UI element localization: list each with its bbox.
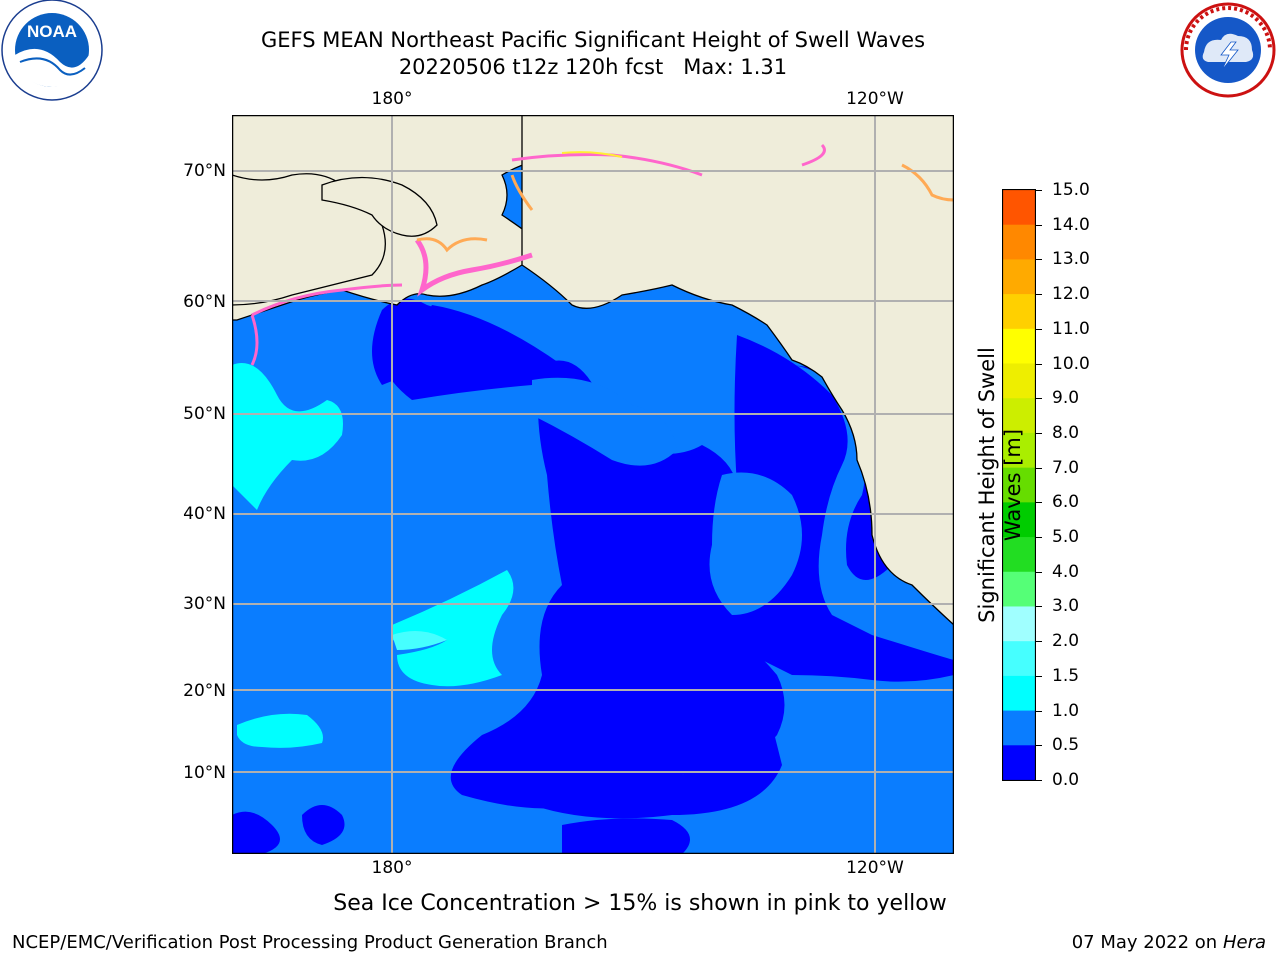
colorbar-band xyxy=(1003,294,1035,330)
colorbar-band xyxy=(1003,432,1035,469)
colorbar-tick-mark xyxy=(1036,224,1042,226)
swell-high-region-southwest xyxy=(237,713,323,748)
colorbar-tick-mark xyxy=(1036,537,1042,539)
colorbar-tick-label: 9.0 xyxy=(1052,388,1080,409)
swell-high-region-small xyxy=(392,631,447,650)
swell-high-region-west xyxy=(232,363,343,510)
colorbar-tick-label: 6.0 xyxy=(1052,492,1080,513)
colorbar-band xyxy=(1003,190,1035,226)
footer-date-text: 07 May 2022 on xyxy=(1071,932,1218,953)
colorbar-tick-mark xyxy=(1036,190,1042,191)
lat-label-60n: 60°N xyxy=(183,292,226,312)
colorbar-band xyxy=(1003,571,1035,607)
lon-label-top-180: 180° xyxy=(371,89,413,109)
lat-label-70n: 70°N xyxy=(183,161,226,181)
colorbar-tick-mark xyxy=(1036,606,1042,608)
canada-land xyxy=(521,115,954,626)
colorbar-tick-mark xyxy=(1036,675,1042,677)
lat-label-20n: 20°N xyxy=(183,681,226,701)
colorbar-tick-mark xyxy=(1036,571,1042,573)
colorbar-band xyxy=(1003,467,1035,503)
lon-label-bottom-180: 180° xyxy=(371,858,413,878)
colorbar-tick-label: 7.0 xyxy=(1052,457,1080,478)
colorbar-tick-mark xyxy=(1036,745,1042,747)
colorbar-band xyxy=(1003,641,1035,677)
lat-label-10n: 10°N xyxy=(183,763,226,783)
swell-mid-region-east xyxy=(709,472,802,615)
lon-label-bottom-120w: 120°W xyxy=(846,858,904,878)
swell-low-region-central xyxy=(450,360,785,809)
colorbar-tick-label: 8.0 xyxy=(1052,422,1080,443)
colorbar-tick-label: 10.0 xyxy=(1052,353,1090,374)
colorbar-band xyxy=(1003,328,1035,365)
colorbar-tick-mark xyxy=(1036,398,1042,400)
colorbar-band xyxy=(1003,745,1035,781)
colorbar-band xyxy=(1003,606,1035,642)
lat-label-50n: 50°N xyxy=(183,404,226,424)
sea-ice-note: Sea Ice Concentration > 15% is shown in … xyxy=(333,891,947,916)
colorbar-tick-label: 1.5 xyxy=(1052,665,1080,686)
colorbar-tick-label: 2.0 xyxy=(1052,631,1080,652)
chart-title-line1: GEFS MEAN Northeast Pacific Significant … xyxy=(260,28,926,52)
footer-date: 07 May 2022 on Hera xyxy=(1072,931,1266,955)
swell-low-region-bering xyxy=(372,298,502,385)
swell-low-region-south xyxy=(562,818,690,854)
colorbar xyxy=(1002,189,1036,781)
colorbar-band xyxy=(1003,363,1035,399)
footer-machine: Hera xyxy=(1222,932,1266,953)
colorbar-tick-label: 5.0 xyxy=(1052,527,1080,548)
colorbar-band xyxy=(1003,675,1035,712)
colorbar-tick-label: 13.0 xyxy=(1052,249,1090,270)
colorbar-tick-label: 1.0 xyxy=(1052,700,1080,721)
colorbar-tick-label: 14.0 xyxy=(1052,214,1090,235)
lat-label-30n: 30°N xyxy=(183,594,226,614)
map-frame xyxy=(232,115,954,854)
colorbar-tick-mark xyxy=(1036,328,1042,330)
colorbar-band xyxy=(1003,502,1035,538)
colorbar-band xyxy=(1003,537,1035,573)
colorbar-tick-mark xyxy=(1036,502,1042,504)
swell-height-map xyxy=(232,115,954,854)
colorbar-tick-mark xyxy=(1036,294,1042,296)
colorbar-tick-label: 3.0 xyxy=(1052,596,1080,617)
colorbar-frame xyxy=(1002,189,1036,781)
colorbar-tick-label: 12.0 xyxy=(1052,284,1090,305)
colorbar-tick-mark xyxy=(1036,259,1042,261)
colorbar-tick-label: 0.5 xyxy=(1052,735,1080,756)
noaa-logo: NOAA xyxy=(1,0,103,101)
chukotka-land xyxy=(321,176,438,237)
map-graticule xyxy=(232,115,954,854)
colorbar-band xyxy=(1003,259,1035,295)
colorbar-tick-label: 4.0 xyxy=(1052,561,1080,582)
colorbar-tick-mark xyxy=(1036,710,1042,712)
colorbar-tick-mark xyxy=(1036,467,1042,469)
colorbar-band xyxy=(1003,710,1035,746)
noaa-logo-text: NOAA xyxy=(27,22,77,41)
kamchatka-land xyxy=(232,173,386,306)
lat-label-40n: 40°N xyxy=(183,504,226,524)
colorbar-tick-mark xyxy=(1036,363,1042,365)
colorbar-tick-label: 0.0 xyxy=(1052,770,1080,790)
colorbar-tick-label: 15.0 xyxy=(1052,180,1090,200)
nws-logo xyxy=(1180,2,1276,98)
swell-low-region-sw2 xyxy=(302,805,345,845)
colorbar-tick-mark xyxy=(1036,641,1042,643)
colorbar-tick-mark xyxy=(1036,432,1042,434)
lon-label-top-120w: 120°W xyxy=(846,89,904,109)
footer-credit: NCEP/EMC/Verification Post Processing Pr… xyxy=(12,932,608,953)
swell-high-region-central xyxy=(392,570,514,687)
colorbar-tick-label: 11.0 xyxy=(1052,318,1090,339)
swell-low-region-sw xyxy=(232,811,280,854)
colorbar-tick-mark xyxy=(1036,780,1042,781)
colorbar-band xyxy=(1003,224,1035,260)
colorbar-label: Significant Height of Swell Waves [m] xyxy=(975,347,1025,623)
colorbar-band xyxy=(1003,398,1035,434)
swell-mid-region-gulf xyxy=(532,377,677,466)
chart-title-line2: 20220506 t12z 120h fcst Max: 1.31 xyxy=(398,55,788,79)
